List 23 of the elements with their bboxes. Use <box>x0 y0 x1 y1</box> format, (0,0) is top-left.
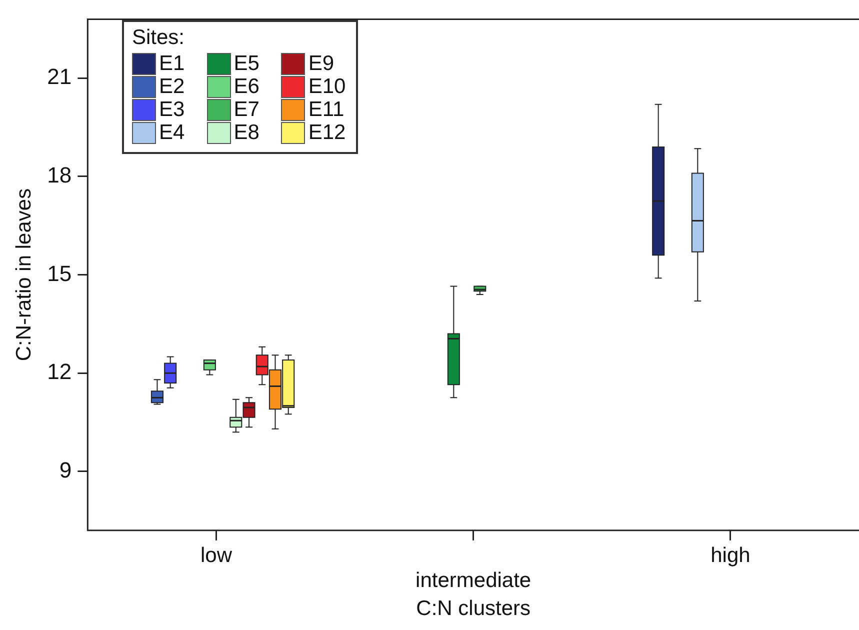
y-tick-label: 21 <box>47 64 72 90</box>
legend-label: E8 <box>234 121 260 144</box>
legend-label: E1 <box>159 52 185 75</box>
x-tick-label: high <box>710 544 750 567</box>
legend-label: E5 <box>234 52 260 75</box>
legend-label: E11 <box>308 98 344 121</box>
legend-label: E2 <box>159 75 185 98</box>
y-tick-label: 18 <box>47 162 72 188</box>
legend-label: E4 <box>159 121 185 144</box>
y-tick-label: 9 <box>59 457 72 482</box>
y-tick-label: 12 <box>47 359 72 384</box>
legend-label: E12 <box>308 121 346 144</box>
legend-label: E9 <box>308 52 334 75</box>
legend-label: E3 <box>159 98 185 121</box>
legend-label: E6 <box>234 75 260 98</box>
legend-label: E7 <box>234 98 260 121</box>
x-axis-title: C:N clusters <box>416 597 531 620</box>
y-tick-label: 15 <box>47 260 72 286</box>
y-axis-title: C:N-ratio in leaves <box>12 188 36 362</box>
legend-title: Sites: <box>132 26 186 50</box>
x-tick-label: low <box>200 544 233 567</box>
x-tick-label: intermediate <box>416 568 532 592</box>
legend-label: E10 <box>308 75 346 98</box>
